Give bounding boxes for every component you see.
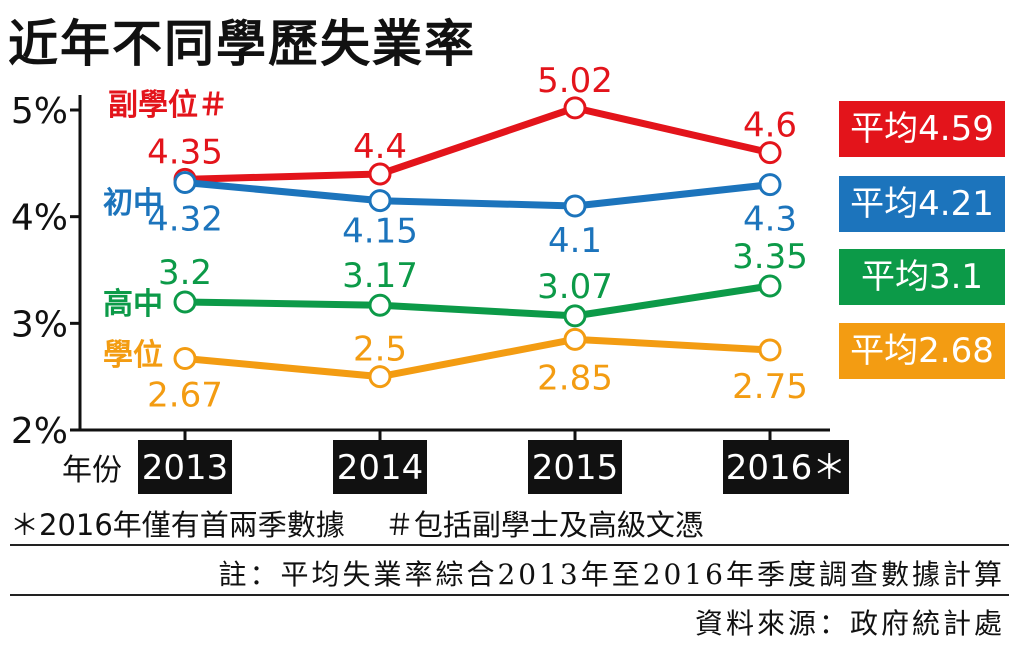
data-point-junior <box>758 173 782 197</box>
x-tick-label: 2013 <box>142 448 229 488</box>
data-point-senior <box>563 304 587 328</box>
data-label-junior: 4.3 <box>743 200 797 240</box>
chart-title: 近年不同學歷失業率 <box>8 15 476 73</box>
y-tick-label: 4% <box>11 198 68 239</box>
data-label-degree: 2.5 <box>353 330 407 370</box>
y-tick-label: 5% <box>11 91 68 132</box>
footnote-hash: ＃包括副學士及高級文憑 <box>384 508 704 542</box>
data-label-associate: 4.4 <box>353 127 407 167</box>
x-category-box <box>138 440 232 494</box>
methodology-note: 註：平均失業率綜合2013年至2016年季度調查數據計算 <box>218 558 1005 591</box>
data-label-senior: 3.2 <box>158 253 212 293</box>
data-label-junior: 4.32 <box>147 200 223 240</box>
data-label-degree: 2.75 <box>732 367 808 407</box>
x-axis-label: 年份 <box>62 453 122 488</box>
data-label-degree: 2.67 <box>147 376 223 416</box>
data-point-degree <box>173 347 197 371</box>
data-label-associate: 5.02 <box>537 61 613 101</box>
divider-bottom <box>10 594 1009 596</box>
x-tick-label: 2016＊ <box>726 448 847 488</box>
x-tick-label: 2014 <box>337 448 424 488</box>
y-tick-label: 2% <box>11 411 68 452</box>
data-point-associate <box>758 141 782 165</box>
data-point-degree <box>758 338 782 362</box>
data-point-associate <box>368 162 392 186</box>
data-label-senior: 3.07 <box>537 267 613 307</box>
data-point-junior <box>368 189 392 213</box>
series-line-junior <box>184 179 771 210</box>
average-badge-degree: 平均2.68 <box>839 323 1005 379</box>
data-label-junior: 4.1 <box>548 221 602 261</box>
data-point-senior <box>758 274 782 298</box>
data-point-degree <box>368 365 392 389</box>
data-point-senior <box>173 290 197 314</box>
divider-top <box>10 544 1009 546</box>
data-source: 資料來源：政府統計處 <box>694 607 1005 640</box>
data-point-senior <box>368 293 392 317</box>
data-point-junior <box>173 171 197 195</box>
x-category-box <box>723 440 849 494</box>
x-tick-label: 2015 <box>532 448 619 488</box>
footnote-asterisk: ＊2016年僅有首兩季數據 <box>10 508 345 542</box>
data-point-associate <box>563 96 587 120</box>
series-name-senior: 高中 <box>103 287 163 322</box>
average-badge-junior: 平均4.21 <box>839 176 1005 232</box>
data-label-associate: 4.35 <box>147 132 223 172</box>
data-label-associate: 4.6 <box>743 106 797 146</box>
series-line-senior <box>184 282 771 320</box>
data-point-degree <box>563 327 587 351</box>
series-line-degree <box>184 335 771 381</box>
footnotes: ＊2016年僅有首兩季數據 ＃包括副學士及高級文憑 <box>10 502 704 544</box>
y-tick-label: 3% <box>11 304 68 345</box>
data-point-junior <box>563 194 587 218</box>
data-label-senior: 3.17 <box>342 256 418 296</box>
series-line-associate <box>184 104 771 183</box>
series-name-associate: 副學位＃ <box>108 88 228 123</box>
line-chart: 5% 4% 3% 2%年份 2013 2014 2015 2016＊ 4.35 4.4 5.02 4.… <box>11 61 849 494</box>
data-label-junior: 4.15 <box>342 212 418 252</box>
series-name-degree: 學位 <box>103 338 163 373</box>
x-category-box <box>333 440 427 494</box>
average-badge-associate: 平均4.59 <box>839 101 1005 157</box>
x-category-box <box>528 440 622 494</box>
average-badge-senior: 平均3.1 <box>839 249 1005 305</box>
data-label-senior: 3.35 <box>732 237 808 277</box>
data-label-degree: 2.85 <box>537 358 613 398</box>
series-name-junior: 初中 <box>103 186 163 221</box>
